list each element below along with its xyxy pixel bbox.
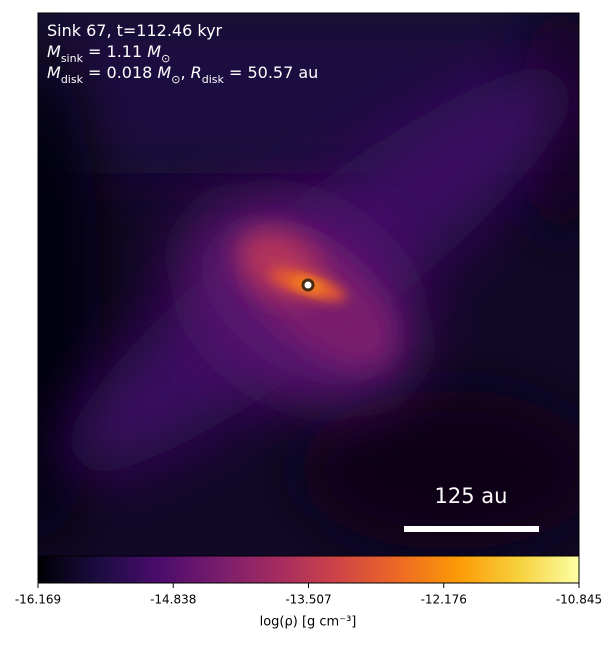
annotation-part: = 0.018 — [83, 63, 157, 82]
annotation-part: , — [180, 63, 190, 82]
annotation-part: Sink 67, t=112.46 kyr — [47, 21, 223, 40]
annotation-part: ⊙ — [161, 52, 170, 65]
annotation: Msink = 1.11 M⊙ — [47, 42, 170, 65]
colorbar-tick-label: -12.176 — [421, 593, 467, 607]
annotation-part: = 1.11 — [83, 42, 147, 61]
colorbar-tick-label: -16.169 — [15, 593, 61, 607]
colorbar-tick-label: -14.838 — [150, 593, 196, 607]
annotation-part: disk — [202, 73, 225, 86]
annotation-part: M — [47, 42, 61, 61]
annotation-part: R — [191, 63, 202, 82]
annotation-part: sink — [61, 52, 84, 65]
annotation: Mdisk = 0.018 M⊙, Rdisk = 50.57 au — [47, 63, 318, 86]
colorbar-tick-label: -10.845 — [556, 593, 602, 607]
colorbar-tick-label: -13.507 — [285, 593, 331, 607]
colorbar-label: log(ρ) [g cm⁻³] — [260, 615, 357, 630]
colorbar — [37, 555, 580, 584]
annotation-part: M — [47, 63, 61, 82]
annotation-part: M — [147, 42, 161, 61]
annotation-part: = 50.57 au — [224, 63, 318, 82]
annotation-part: disk — [61, 73, 84, 86]
scalebar-label: 125 au — [435, 484, 508, 508]
colorbar-ticks: -16.169 -14.838 -13.507 -12.176 -10.845 — [15, 583, 602, 607]
annotation: Sink 67, t=112.46 kyr — [47, 21, 223, 40]
annotation-part: M — [157, 63, 171, 82]
sink-marker — [301, 278, 315, 292]
annotation-part: ⊙ — [171, 73, 180, 86]
density-map — [38, 13, 579, 556]
